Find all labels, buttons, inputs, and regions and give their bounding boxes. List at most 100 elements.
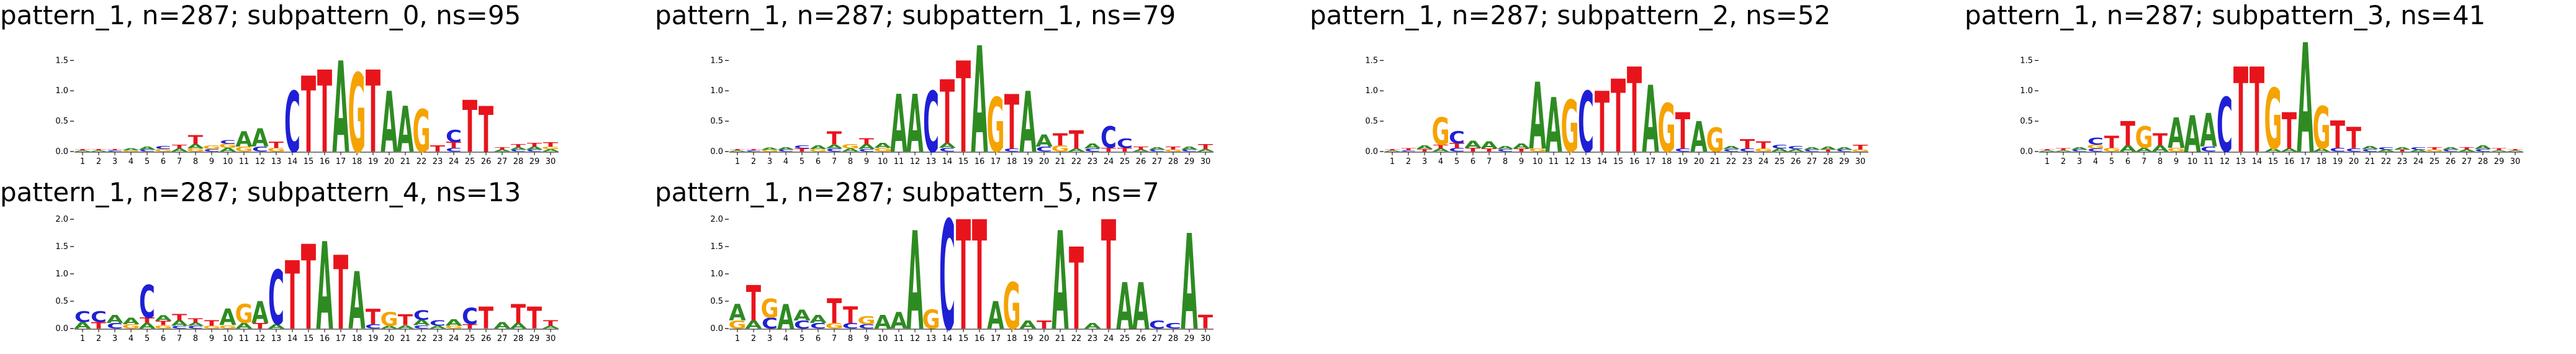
logo-letter-C: C: [745, 150, 762, 152]
x-tick-label: 15: [1613, 157, 1624, 166]
x-tick-label: 16: [2284, 157, 2295, 166]
logo-letter-A: A: [2281, 148, 2298, 153]
logo-letter-T: T: [2282, 102, 2297, 161]
sequence-logo-4: 0.00.51.01.52.01AC2TC3CA4GA5ATC6GTA7CAT8…: [55, 215, 559, 354]
logo-letter-G: G: [760, 294, 778, 324]
logo-letter-T: T: [2104, 133, 2120, 152]
logo-letter-C: C: [2071, 149, 2087, 152]
y-tick-label: 1.5: [710, 56, 723, 65]
logo-letter-A: A: [138, 322, 156, 330]
x-tick-label: 30: [2510, 157, 2521, 166]
logo-letter-G: G: [1657, 90, 1675, 168]
logo-letter-A: A: [1132, 149, 1150, 152]
x-tick-label: 16: [320, 157, 330, 166]
logo-letter-T: T: [75, 149, 90, 151]
logo-letter-C: C: [2217, 81, 2233, 169]
logo-letter-T: T: [527, 301, 542, 336]
logo-letter-C: C: [446, 147, 462, 153]
x-tick-label: 3: [112, 334, 117, 343]
x-tick-label: 10: [878, 157, 888, 166]
x-tick-label: 24: [449, 334, 459, 343]
logo-letter-A: A: [729, 300, 746, 325]
x-tick-label: 7: [2141, 157, 2146, 166]
logo-letter-T: T: [1133, 146, 1149, 151]
x-tick-label: 1: [735, 334, 740, 343]
logo-letter-T: T: [253, 322, 268, 330]
logo-letter-T: T: [1756, 139, 1771, 151]
logo-letter-A: A: [381, 75, 397, 172]
logo-letter-A: A: [1545, 81, 1562, 169]
x-tick-label: 29: [1184, 157, 1195, 166]
logo-letter-T: T: [1117, 147, 1133, 153]
y-tick-label: 0.5: [2020, 117, 2033, 126]
x-tick-label: 22: [1071, 157, 1082, 166]
logo-letter-C: C: [1117, 136, 1133, 151]
x-tick-label: 22: [1071, 334, 1082, 343]
logo-letter-G: G: [218, 324, 236, 330]
logo-letter-A: A: [1529, 64, 1546, 171]
logo-letter-T: T: [1198, 311, 1214, 334]
x-tick-label: 15: [958, 334, 969, 343]
logo-letter-T: T: [1595, 75, 1610, 172]
logo-letter-C: C: [1772, 144, 1788, 150]
logo-letter-G: G: [2086, 144, 2104, 150]
logo-letter-T: T: [511, 143, 526, 148]
x-tick-label: 25: [465, 334, 475, 343]
logo-letter-C: C: [526, 149, 543, 152]
logo-letter-A: A: [1148, 147, 1166, 150]
logo-letter-C: C: [268, 254, 284, 342]
logo-letter-T: T: [317, 47, 332, 178]
logo-letter-A: A: [1464, 138, 1482, 150]
logo-letter-G: G: [1851, 149, 1869, 152]
sequence-logo-0: 0.00.51.01.51AT2AT3CT4GA5CA6GC7AT8GAT9CG…: [55, 37, 559, 182]
logo-letter-G: G: [444, 325, 462, 329]
x-tick-label: 4: [783, 334, 788, 343]
x-tick-label: 25: [1120, 334, 1130, 343]
x-tick-label: 4: [1438, 157, 1443, 166]
y-tick-label: 1.5: [710, 242, 723, 252]
logo-letter-A: A: [122, 148, 140, 151]
logo-letter-A: A: [493, 320, 510, 331]
logo-letter-C: C: [1149, 318, 1165, 331]
logo-letter-T: T: [172, 312, 187, 323]
y-tick-label: 1.5: [55, 242, 68, 252]
logo-letter-T: T: [333, 235, 348, 352]
logo-letter-A: A: [1116, 270, 1133, 344]
x-tick-label: 5: [1454, 157, 1459, 166]
panel-title: pattern_1, n=287; subpattern_1, ns=79: [655, 0, 1176, 30]
x-tick-label: 21: [2365, 157, 2376, 166]
logo-letter-T: T: [1466, 147, 1481, 153]
x-tick-label: 19: [1023, 334, 1034, 343]
logo-letter-T: T: [91, 320, 107, 331]
y-tick-label: 0.0: [710, 147, 723, 157]
x-tick-label: 17: [991, 157, 1001, 166]
logo-letter-C: C: [762, 315, 778, 332]
x-tick-label: 17: [336, 157, 346, 166]
logo-letter-G: G: [2425, 149, 2443, 152]
logo-letter-T: T: [527, 142, 543, 148]
y-tick-label: 1.0: [710, 270, 723, 279]
logo-letter-A: A: [90, 150, 107, 152]
x-tick-label: 20: [1039, 157, 1050, 166]
logo-letter-T: T: [1514, 148, 1529, 153]
x-tick-label: 4: [783, 157, 788, 166]
x-tick-label: 2: [751, 157, 756, 166]
logo-letter-A: A: [987, 294, 1004, 338]
x-tick-label: 2: [96, 334, 101, 343]
logo-letter-G: G: [235, 146, 253, 153]
x-tick-label: 5: [145, 157, 150, 166]
logo-letter-C: C: [1004, 148, 1020, 153]
logo-letter-A: A: [2119, 144, 2137, 154]
logo-letter-A: A: [510, 147, 527, 150]
x-tick-label: 6: [816, 334, 821, 343]
x-tick-label: 29: [2494, 157, 2505, 166]
logo-letter-A: A: [1497, 145, 1514, 150]
x-tick-label: 24: [1759, 157, 1769, 166]
logo-letter-T: T: [1417, 148, 1433, 152]
logo-letter-A: A: [1480, 139, 1498, 151]
logo-letter-T: T: [1053, 130, 1068, 150]
x-tick-label: 3: [2077, 157, 2082, 166]
logo-letter-C: C: [155, 145, 171, 150]
y-tick-label: 1.0: [1365, 86, 1378, 96]
y-tick-label: 0.5: [1365, 117, 1378, 126]
